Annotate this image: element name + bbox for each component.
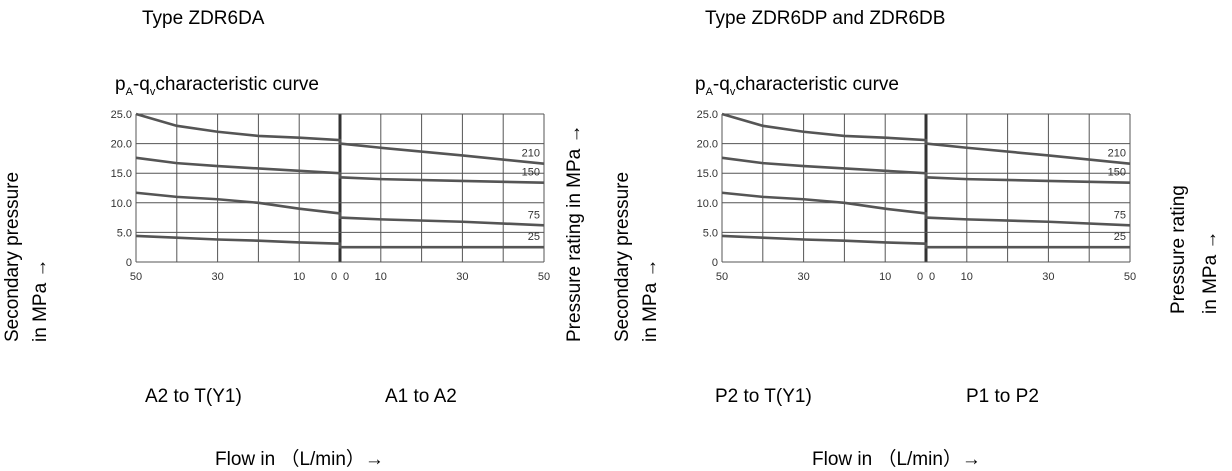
curve-75 bbox=[721, 191, 1131, 227]
chart-1-flow-label: Flow in （L/min）→ bbox=[215, 449, 384, 470]
chart-1-direction-right: A1 to A2 bbox=[385, 386, 457, 407]
x-tick-label: 30 bbox=[456, 271, 468, 283]
chart-2-right-label-line1: Pressure rating bbox=[1168, 185, 1189, 314]
x-tick-label: 50 bbox=[1124, 271, 1136, 283]
chart-1-right-label: Pressure rating in MPa → bbox=[564, 124, 585, 342]
x-tick-label: 30 bbox=[797, 271, 809, 283]
curve-25 bbox=[135, 234, 544, 249]
chart-1-curve-title: pA-qvcharacteristic curve bbox=[115, 74, 319, 98]
x-tick-label: 50 bbox=[130, 271, 142, 283]
y-tick-label: 5.0 bbox=[703, 227, 718, 239]
y-tick-label: 10.0 bbox=[697, 198, 718, 210]
y-tick-label: 0 bbox=[712, 257, 718, 269]
curve-75 bbox=[135, 191, 545, 227]
chart-2-curve-title: pA-qvcharacteristic curve bbox=[695, 74, 899, 98]
y-tick-label: 25.0 bbox=[697, 109, 718, 121]
chart-2-flow-label: Flow in （L/min）→ bbox=[812, 449, 981, 470]
curve-label-75: 75 bbox=[1114, 209, 1126, 221]
chart-1-ylabel-line1: Secondary pressure bbox=[2, 171, 23, 342]
curve-label-25: 25 bbox=[528, 231, 540, 243]
chart-2-ylabel-line1: Secondary pressure bbox=[612, 171, 633, 342]
x-tick-label: 0 bbox=[917, 271, 923, 283]
chart-1-direction-left: A2 to T(Y1) bbox=[145, 386, 242, 407]
x-tick-label: 10 bbox=[879, 271, 891, 283]
x-tick-label: 50 bbox=[716, 271, 728, 283]
x-tick-label: 30 bbox=[1042, 271, 1054, 283]
y-tick-label: 25.0 bbox=[111, 109, 132, 121]
x-tick-label: 10 bbox=[375, 271, 387, 283]
chart-2-type-title: Type ZDR6DP and ZDR6DB bbox=[705, 8, 946, 29]
curve-25 bbox=[721, 234, 1130, 249]
x-tick-label: 0 bbox=[331, 271, 337, 283]
curve-210 bbox=[135, 112, 545, 166]
curve-label-150: 150 bbox=[1108, 167, 1126, 179]
chart-2-ylabel-line2: in MPa → bbox=[640, 258, 661, 342]
curve-label-210: 210 bbox=[522, 148, 540, 160]
x-tick-label: 0 bbox=[343, 271, 349, 283]
curve-210 bbox=[721, 112, 1131, 166]
y-tick-label: 0 bbox=[126, 257, 132, 269]
y-tick-label: 20.0 bbox=[111, 139, 132, 151]
chart-1-ylabel-line2: in MPa → bbox=[30, 258, 51, 342]
chart-2-right-label-line2: in MPa → bbox=[1200, 230, 1221, 314]
curve-label-25: 25 bbox=[1114, 231, 1126, 243]
x-tick-label: 10 bbox=[961, 271, 973, 283]
curve-label-210: 210 bbox=[1108, 148, 1126, 160]
y-tick-label: 15.0 bbox=[111, 168, 132, 180]
chart-2-direction-left: P2 to T(Y1) bbox=[715, 386, 812, 407]
x-tick-label: 10 bbox=[293, 271, 305, 283]
curve-label-75: 75 bbox=[528, 209, 540, 221]
x-tick-label: 30 bbox=[211, 271, 223, 283]
curve-150 bbox=[135, 156, 545, 184]
chart-2-direction-right: P1 to P2 bbox=[966, 386, 1039, 407]
y-tick-label: 15.0 bbox=[697, 168, 718, 180]
y-tick-label: 5.0 bbox=[117, 227, 132, 239]
curve-150 bbox=[721, 156, 1131, 184]
curve-label-150: 150 bbox=[522, 167, 540, 179]
y-tick-label: 10.0 bbox=[111, 198, 132, 210]
x-tick-label: 50 bbox=[538, 271, 550, 283]
chart-1-type-title: Type ZDR6DA bbox=[142, 8, 265, 29]
y-tick-label: 20.0 bbox=[697, 139, 718, 151]
x-tick-label: 0 bbox=[929, 271, 935, 283]
